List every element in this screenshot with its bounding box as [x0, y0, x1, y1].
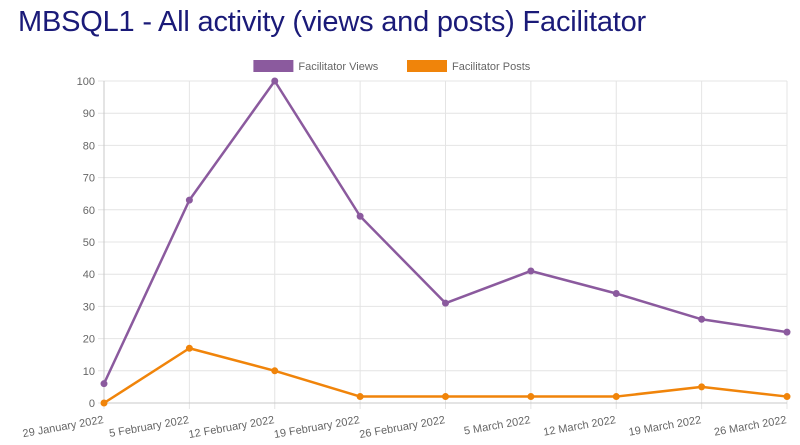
axes [103, 81, 787, 404]
y-tick-label: 40 [83, 269, 95, 281]
facilitator-posts-data-point[interactable] [271, 367, 279, 375]
y-tick-label: 60 [83, 205, 95, 217]
facilitator-views-data-point[interactable] [698, 315, 706, 323]
x-tick-label: 5 March 2022 [463, 414, 531, 437]
legend[interactable]: Facilitator Views Facilitator Posts [253, 60, 531, 73]
x-tick-label: 5 February 2022 [108, 414, 190, 440]
facilitator-views-data-point[interactable] [783, 328, 791, 336]
y-tick-label: 10 [83, 366, 95, 378]
grid-lines [98, 80, 788, 409]
legend-label-facilitator-posts[interactable]: Facilitator Posts [452, 61, 531, 73]
y-tick-label: 50 [83, 237, 95, 249]
facilitator-posts-data-point[interactable] [783, 393, 791, 401]
series-layer [100, 77, 791, 407]
facilitator-views-data-point[interactable] [442, 299, 449, 307]
y-tick-label: 90 [83, 108, 95, 120]
facilitator-posts-data-point[interactable] [356, 393, 364, 401]
legend-label-facilitator-views[interactable]: Facilitator Views [298, 61, 378, 73]
facilitator-posts-data-point[interactable] [185, 344, 193, 352]
y-tick-label: 80 [83, 140, 95, 152]
legend-swatch-facilitator-views[interactable] [253, 60, 294, 72]
facilitator-posts-data-point[interactable] [527, 393, 535, 401]
facilitator-views-data-point[interactable] [527, 267, 535, 275]
y-tick-label: 30 [83, 301, 95, 313]
y-axis-ticks: 0 10 20 30 40 50 60 70 80 90 100 [77, 76, 95, 410]
facilitator-posts-data-point[interactable] [698, 383, 706, 391]
y-tick-label: 70 [83, 173, 95, 185]
facilitator-views-data-point[interactable] [185, 196, 193, 204]
x-tick-label: 29 January 2022 [22, 414, 105, 440]
y-tick-label: 0 [89, 398, 95, 410]
x-tick-label: 19 March 2022 [628, 414, 702, 439]
y-tick-label: 20 [83, 334, 95, 346]
x-tick-label: 12 March 2022 [542, 414, 616, 439]
x-tick-label: 26 February 2022 [358, 414, 446, 441]
x-tick-label: 19 February 2022 [273, 414, 361, 441]
x-tick-label: 26 March 2022 [713, 414, 787, 439]
facilitator-views-data-point[interactable] [100, 380, 108, 388]
facilitator-views-data-point[interactable] [612, 290, 620, 298]
facilitator-posts-data-point[interactable] [612, 393, 620, 401]
facilitator-views-data-point[interactable] [271, 77, 279, 85]
legend-swatch-facilitator-posts[interactable] [407, 60, 447, 72]
facilitator-posts-data-point[interactable] [100, 399, 108, 407]
facilitator-views-data-point[interactable] [356, 212, 364, 220]
x-tick-label: 12 February 2022 [188, 414, 276, 441]
facilitator-posts-data-point[interactable] [442, 393, 449, 401]
page-title: MBSQL1 - All activity (views and posts) … [18, 6, 646, 38]
y-tick-label: 100 [77, 76, 95, 88]
